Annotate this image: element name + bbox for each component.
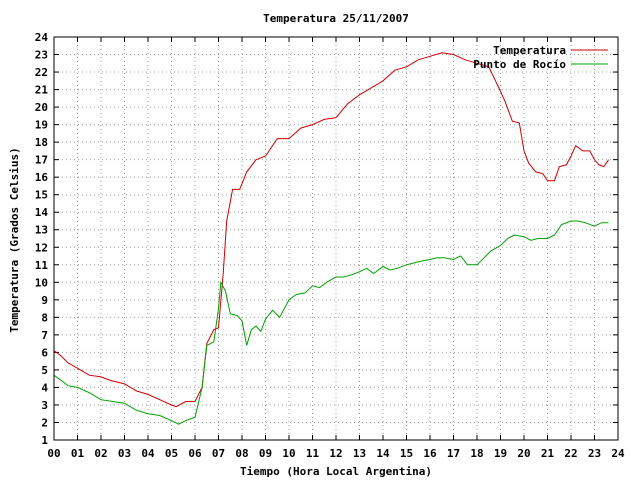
y-tick-label: 12 (35, 241, 48, 254)
y-tick-label: 3 (41, 399, 48, 412)
y-axis-label: Temperatura (Grados Celsius) (8, 147, 21, 332)
legend-label: Temperatura (493, 44, 566, 57)
x-tick-label: 18 (470, 447, 483, 460)
y-tick-label: 23 (35, 49, 48, 62)
x-tick-label: 17 (447, 447, 460, 460)
y-tick-label: 9 (41, 294, 48, 307)
x-tick-label: 19 (494, 447, 507, 460)
y-tick-label: 10 (35, 276, 48, 289)
x-tick-label: 14 (376, 447, 390, 460)
series-lines (53, 52, 610, 425)
x-tick-label: 12 (329, 447, 342, 460)
y-tick-label: 21 (35, 84, 49, 97)
legend-label: Punto de Rocío (473, 58, 566, 71)
x-tick-label: 04 (141, 447, 155, 460)
x-tick-label: 16 (423, 447, 437, 460)
y-tick-label: 19 (35, 119, 48, 132)
x-tick-label: 13 (353, 447, 366, 460)
y-tick-label: 18 (35, 136, 48, 149)
axis-ticks: 1234567891011121314151617181920212223240… (35, 31, 625, 460)
x-tick-label: 11 (306, 447, 320, 460)
y-tick-label: 8 (41, 311, 48, 324)
x-tick-label: 05 (165, 447, 178, 460)
y-tick-label: 2 (41, 416, 48, 429)
x-tick-label: 24 (611, 447, 625, 460)
x-tick-label: 08 (235, 447, 248, 460)
y-tick-label: 11 (35, 259, 49, 272)
y-tick-label: 5 (41, 364, 48, 377)
series-line-punto-de-rocio (53, 220, 609, 425)
y-tick-label: 1 (41, 434, 48, 447)
y-tick-label: 20 (35, 101, 48, 114)
x-tick-label: 01 (71, 447, 85, 460)
y-tick-label: 14 (35, 206, 49, 219)
grid-lines (54, 37, 618, 440)
x-tick-label: 20 (517, 447, 530, 460)
series-line-temperatura (53, 52, 610, 408)
y-tick-label: 16 (35, 171, 49, 184)
y-tick-label: 6 (41, 346, 48, 359)
y-tick-label: 22 (35, 66, 48, 79)
x-tick-label: 10 (282, 447, 295, 460)
plot-frame (53, 36, 619, 441)
x-tick-label: 09 (259, 447, 272, 460)
x-tick-label: 15 (400, 447, 413, 460)
y-tick-label: 24 (35, 31, 49, 44)
y-tick-label: 7 (41, 329, 48, 342)
y-tick-label: 15 (35, 189, 48, 202)
x-tick-label: 06 (188, 447, 202, 460)
x-tick-label: 02 (94, 447, 107, 460)
x-tick-label: 00 (47, 447, 60, 460)
x-axis-label: Tiempo (Hora Local Argentina) (240, 465, 432, 478)
y-tick-label: 17 (35, 154, 48, 167)
x-tick-label: 23 (588, 447, 601, 460)
y-tick-label: 4 (41, 381, 48, 394)
chart-title: Temperatura 25/11/2007 (263, 12, 409, 25)
y-tick-label: 13 (35, 224, 48, 237)
x-tick-label: 22 (564, 447, 577, 460)
x-tick-label: 21 (541, 447, 555, 460)
x-tick-label: 03 (118, 447, 131, 460)
x-tick-label: 07 (212, 447, 225, 460)
